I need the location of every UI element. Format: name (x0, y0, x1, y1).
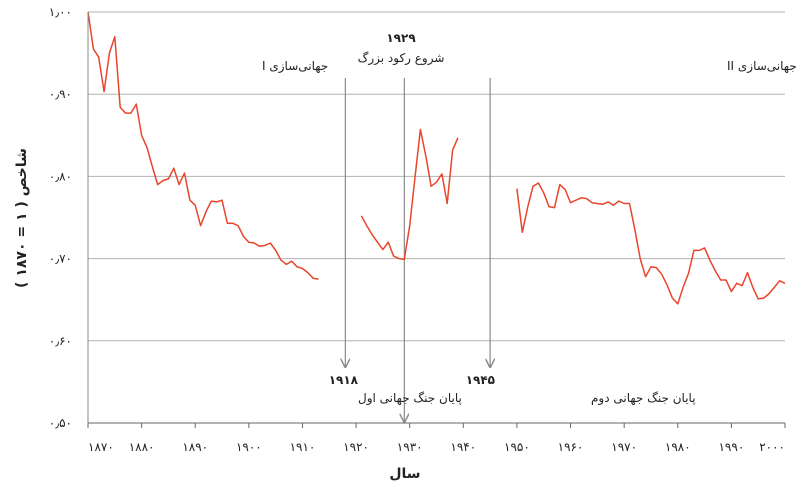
y-axis-title: شاخص ( ۱ = ۱۸۷۰ ) (14, 148, 30, 288)
x-tick-label: ۱۹۸۰ (665, 440, 691, 454)
y-tick-label: ۱٫۰۰ (49, 5, 72, 19)
x-tick-label: ۱۸۸۰ (129, 440, 155, 454)
x-tick-label: ۱۹۹۰ (718, 440, 744, 454)
y-tick-label: ۰٫۵۰ (49, 416, 72, 430)
event-year-1929: ۱۹۲۹ (386, 31, 416, 45)
y-tick-label: ۰٫۹۰ (49, 87, 72, 101)
x-tick-label: ۲۰۰۰ (759, 440, 785, 454)
x-tick-label: ۱۹۰۰ (236, 440, 262, 454)
axes (87, 12, 785, 424)
x-tick-label: ۱۸۷۰ (88, 440, 114, 454)
grid-lines (88, 11, 785, 342)
event-text-ww2-end: پایان جنگ جهانی دوم (591, 391, 696, 406)
x-axis-title: سال (389, 466, 420, 482)
x-tick-label: ۱۹۵۰ (504, 440, 530, 454)
event-year-1918: ۱۹۱۸ (329, 373, 359, 387)
x-tick-label: ۱۹۴۰ (450, 440, 476, 454)
y-tick-label: ۰٫۸۰ (49, 169, 72, 183)
data-series (87, 11, 786, 305)
event-text-great-depression: شروع رکود بزرگ (358, 51, 445, 66)
y-tick-labels: ۰٫۵۰ ۰٫۶۰ ۰٫۷۰ ۰٫۸۰ ۰٫۹۰ ۱٫۰۰ (49, 5, 72, 430)
x-tick-label: ۱۹۱۰ (290, 440, 316, 454)
y-tick-label: ۰٫۷۰ (49, 252, 72, 266)
event-marker-lines (345, 78, 490, 422)
y-tick-label: ۰٫۶۰ (49, 334, 72, 348)
series-line-segment-2 (360, 128, 459, 261)
era-label-globalization-2: جهانی‌سازی II (727, 59, 797, 74)
event-text-ww1-end: پایان جنگ جهانی اول (358, 391, 462, 406)
x-tick-label: ۱۹۶۰ (558, 440, 584, 454)
x-tick-label: ۱۹۳۰ (397, 440, 423, 454)
x-tick-label: ۱۹۷۰ (611, 440, 637, 454)
series-line-segment-3 (516, 182, 786, 305)
x-tick-label: ۱۸۹۰ (182, 440, 208, 454)
event-year-1945: ۱۹۴۵ (466, 373, 495, 387)
x-tick-label: ۱۹۲۰ (343, 440, 369, 454)
series-line-segment-1 (87, 11, 319, 280)
x-tick-labels: ۱۸۷۰ ۱۸۸۰ ۱۸۹۰ ۱۹۰۰ ۱۹۱۰ ۱۹۲۰ ۱۹۳۰ ۱۹۴۰ ۱۹۵۰ ۱۹۶۰… (87, 423, 786, 454)
era-label-globalization-1: جهانی‌سازی I (262, 59, 328, 74)
